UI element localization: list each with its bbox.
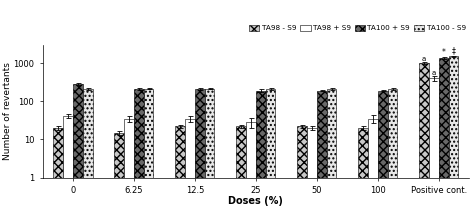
Bar bbox=[378, 90, 388, 209]
Text: ‡: ‡ bbox=[452, 46, 456, 55]
Bar bbox=[439, 58, 448, 209]
Bar bbox=[237, 126, 246, 209]
Bar bbox=[419, 63, 429, 209]
Bar bbox=[307, 128, 317, 209]
Bar bbox=[205, 89, 214, 209]
X-axis label: Doses (%): Doses (%) bbox=[228, 196, 283, 206]
Bar bbox=[185, 119, 195, 209]
Bar bbox=[256, 90, 265, 209]
Bar bbox=[175, 126, 185, 209]
Bar bbox=[114, 133, 124, 209]
Bar bbox=[265, 89, 275, 209]
Text: *: * bbox=[442, 48, 446, 57]
Bar bbox=[124, 119, 134, 209]
Bar bbox=[73, 84, 83, 209]
Bar bbox=[358, 128, 368, 209]
Text: a: a bbox=[422, 56, 426, 62]
Bar bbox=[63, 116, 73, 209]
Bar bbox=[327, 89, 337, 209]
Bar bbox=[388, 89, 397, 209]
Bar bbox=[134, 89, 144, 209]
Bar bbox=[448, 56, 458, 209]
Bar bbox=[317, 90, 327, 209]
Bar bbox=[195, 89, 205, 209]
Bar bbox=[83, 89, 92, 209]
Bar bbox=[144, 89, 154, 209]
Bar bbox=[368, 119, 378, 209]
Bar bbox=[246, 122, 256, 209]
Bar bbox=[297, 126, 307, 209]
Text: a: a bbox=[432, 70, 436, 76]
Y-axis label: Number of revertants: Number of revertants bbox=[3, 62, 12, 160]
Legend: TA98 - S9, TA98 + S9, TA100 + S9, TA100 - S9: TA98 - S9, TA98 + S9, TA100 + S9, TA100 … bbox=[249, 25, 466, 31]
Bar bbox=[54, 128, 63, 209]
Bar bbox=[429, 78, 439, 209]
